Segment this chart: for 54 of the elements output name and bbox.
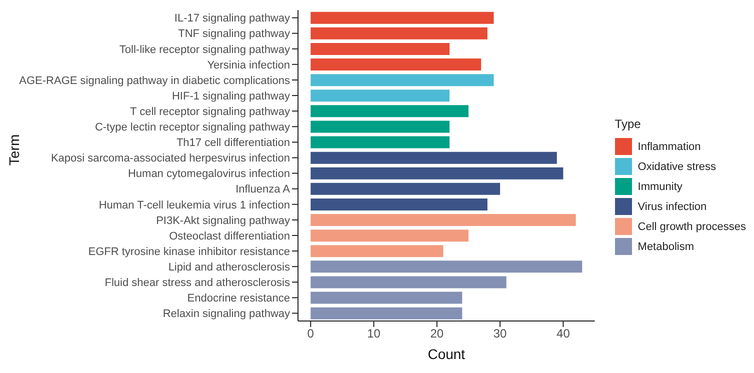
y-tick-label: EGFR tyrosine kinase inhibitor resistance xyxy=(88,246,290,258)
bar xyxy=(310,90,450,102)
bar xyxy=(310,182,500,195)
bar xyxy=(310,276,506,288)
y-tick-label: HIF-1 signaling pathway xyxy=(172,90,290,102)
bar xyxy=(310,198,488,210)
y-tick-label: Toll-like receptor signaling pathway xyxy=(119,44,290,56)
legend-label: Cell growth processes xyxy=(638,220,746,232)
x-tick-label: 40 xyxy=(556,326,570,341)
y-tick-label: PI3K-Akt signaling pathway xyxy=(156,214,290,227)
bar xyxy=(310,245,444,258)
legend-label: Oxidative stress xyxy=(638,160,716,172)
y-tick-label: Influenza A xyxy=(236,184,291,196)
legend-title: Type xyxy=(614,116,642,130)
y-tick-label: Endocrine resistance xyxy=(187,292,290,305)
bar xyxy=(310,260,582,273)
x-tick-label: 30 xyxy=(493,326,508,341)
y-tick-label: T cell receptor signaling pathway xyxy=(130,106,290,118)
legend-label: Immunity xyxy=(638,180,682,192)
y-tick-label: Human cytomegalovirus infection xyxy=(128,168,290,180)
bar xyxy=(310,230,468,242)
x-tick-label: 0 xyxy=(307,326,314,341)
bar xyxy=(310,214,576,226)
legend-label: Metabolism xyxy=(638,240,694,252)
bar xyxy=(310,120,450,133)
bar xyxy=(310,58,482,71)
bar xyxy=(310,136,450,148)
y-tick-label: Kaposi sarcoma-associated herpesvirus infection xyxy=(50,152,290,165)
legend-label: Inflammation xyxy=(638,140,701,152)
bar xyxy=(310,292,462,304)
bar xyxy=(310,105,468,118)
y-tick-label: AGE-RAGE signaling pathway in diabetic complications xyxy=(19,74,290,87)
y-tick-label: C-type lectin receptor signaling pathway xyxy=(94,122,290,134)
bar xyxy=(310,12,494,24)
y-tick-label: Lipid and atherosclerosis xyxy=(168,261,290,274)
y-axis-title: Term xyxy=(6,134,22,166)
y-tick-label: Relaxin signaling pathway xyxy=(162,308,290,320)
y-tick-label: Osteoclast differentiation xyxy=(169,230,290,242)
y-tick-label: Human T-cell leukemia virus 1 infection xyxy=(98,199,290,212)
x-tick-label: 10 xyxy=(367,326,381,341)
x-axis-title: Count xyxy=(428,346,466,362)
bar xyxy=(310,167,564,180)
x-tick-label: 20 xyxy=(430,326,444,341)
bar xyxy=(310,42,450,55)
bar xyxy=(310,307,462,320)
y-tick-label: IL-17 signaling pathway xyxy=(174,12,290,25)
y-tick-label: TNF signaling pathway xyxy=(178,28,290,40)
bar xyxy=(310,152,557,164)
legend-label: Virus infection xyxy=(638,200,707,212)
bar xyxy=(310,27,488,40)
y-tick-label: Yersinia infection xyxy=(207,59,290,72)
y-tick-label: Th17 cell differentiation xyxy=(176,137,290,150)
y-tick-label: Fluid shear stress and atherosclerosis xyxy=(104,277,290,290)
bar xyxy=(310,74,494,86)
